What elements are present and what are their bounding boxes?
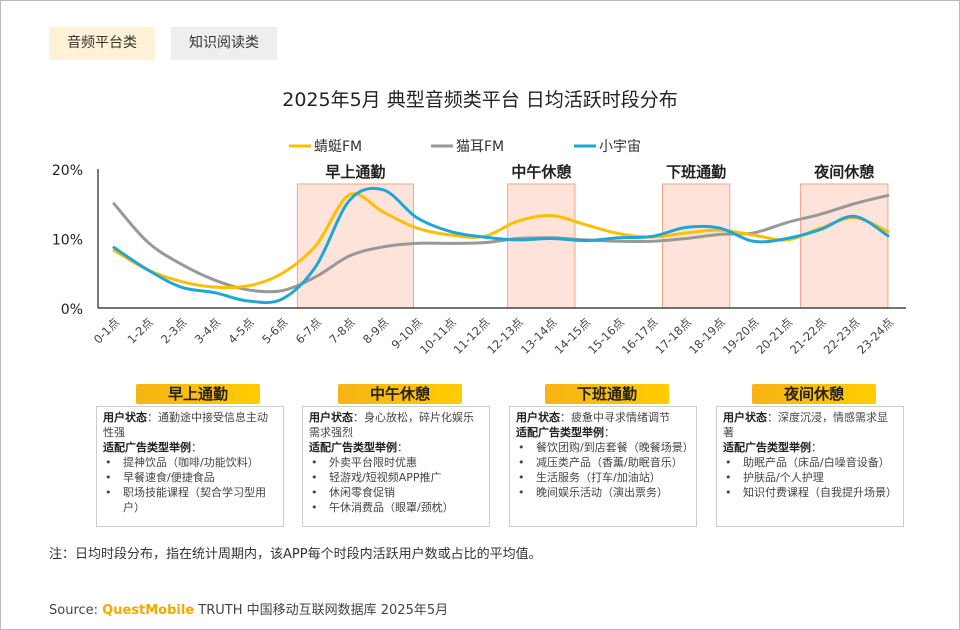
x-tick-label: 18-19点 [686, 315, 728, 357]
scenario-card: 用户状态：深度沉浸，情感需求显著适配广告类型举例：助眠产品（床品/白噪音设备）护… [716, 406, 904, 527]
ads-label: 适配广告类型举例： [723, 441, 822, 454]
ad-type-item: 护肤品/个人护理 [723, 470, 897, 485]
card-title-noon: 中午休憩 [338, 384, 462, 404]
ads-label: 适配广告类型举例： [516, 426, 615, 439]
source-prefix: Source: [49, 603, 99, 618]
x-tick-label: 4-5点 [225, 315, 256, 346]
x-tick-label: 16-17点 [619, 315, 661, 357]
ad-type-item: 减压类产品（香薰/助眠音乐） [516, 455, 690, 470]
card-title-evening: 下班通勤 [545, 384, 669, 404]
ad-type-item: 知识付费课程（自我提升场景） [723, 485, 897, 500]
card-title-night: 夜间休憩 [752, 384, 876, 404]
ad-type-item: 休闲零食促销 [309, 485, 483, 500]
y-tick-label: 20% [52, 163, 83, 179]
x-tick-label: 2-3点 [158, 315, 189, 346]
x-tick-label: 8-9点 [360, 315, 391, 346]
tab-knowledge-reading[interactable]: 知识阅读类 [171, 27, 277, 60]
x-tick-label: 0-1点 [91, 315, 122, 346]
series-line-0 [112, 192, 890, 290]
source-line: Source: QuestMobile TRUTH 中国移动互联网数据库 202… [49, 599, 448, 618]
x-tick-label: 14-15点 [552, 315, 594, 357]
scenario-card: 用户状态：通勤途中接受信息主动性强适配广告类型举例：提神饮品（咖啡/功能饮料）早… [96, 406, 284, 527]
x-tick-label: 10-11点 [417, 315, 459, 357]
highlight-band [661, 183, 731, 309]
card-title-morning: 早上通勤 [136, 384, 260, 404]
x-tick-label: 11-12点 [451, 315, 493, 357]
x-tick-label: 7-8点 [326, 315, 357, 346]
x-tick-label: 23-24点 [854, 315, 896, 357]
ad-type-item: 晚间娱乐活动（演出票务） [516, 485, 690, 500]
highlight-band [507, 183, 576, 309]
tab-audio-platforms[interactable]: 音频平台类 [49, 27, 155, 60]
user-state: 用户状态：通勤途中接受信息主动性强 [103, 411, 268, 439]
band-label: 中午休憩 [511, 163, 571, 181]
x-tick-label: 13-14点 [518, 315, 560, 357]
ads-label: 适配广告类型举例： [309, 441, 408, 454]
x-tick-label: 20-21点 [753, 315, 795, 357]
highlight-band [799, 183, 889, 309]
x-tick-label: 12-13点 [484, 315, 526, 357]
scenario-card: 用户状态：疲惫中寻求情绪调节适配广告类型举例：餐饮团购/到店套餐（晚餐场景）减压… [509, 406, 697, 527]
scenario-card: 用户状态：身心放松，碎片化娱乐需求强烈适配广告类型举例：外卖平台限时优惠轻游戏/… [302, 406, 490, 527]
x-tick-label: 3-4点 [192, 315, 223, 346]
ad-type-item: 餐饮团购/到店套餐（晚餐场景） [516, 440, 694, 455]
band-label: 早上通勤 [325, 163, 385, 181]
chart-title: 2025年5月 典型音频类平台 日均活跃时段分布 [282, 89, 678, 111]
legend-label: 蜻蜓FM [314, 139, 362, 155]
brand-name: QuestMobile [102, 603, 195, 618]
user-state: 用户状态：深度沉浸，情感需求显著 [723, 411, 888, 439]
ad-type-item: 午休消费品（眼罩/颈枕） [309, 500, 483, 515]
x-tick-label: 5-6点 [259, 315, 290, 346]
ads-label: 适配广告类型举例： [103, 441, 202, 454]
ad-type-item: 助眠产品（床品/白噪音设备） [723, 455, 897, 470]
ad-type-item: 外卖平台限时优惠 [309, 455, 483, 470]
legend-label: 猫耳FM [456, 139, 504, 155]
x-tick-label: 19-20点 [720, 315, 762, 357]
series-line-2 [112, 186, 890, 305]
x-tick-label: 1-2点 [124, 315, 155, 346]
ad-type-item: 职场技能课程（契合学习型用户） [103, 485, 277, 515]
x-tick-label: 21-22点 [787, 315, 829, 357]
series-line-1 [112, 193, 890, 294]
line-chart: 早上通勤 中午休憩 下班通勤 夜间休憩 0% 10% 20% 0-1点 1-2点 2-3点 3-4点… [52, 139, 906, 357]
band-label: 夜间休憩 [813, 163, 874, 181]
x-tick-label: 22-23点 [821, 315, 863, 357]
user-state: 用户状态：身心放松，碎片化娱乐需求强烈 [309, 411, 474, 439]
y-tick-label: 10% [52, 233, 83, 249]
x-tick-label: 17-18点 [653, 315, 695, 357]
legend-label: 小宇宙 [599, 139, 641, 155]
ad-type-item: 早餐速食/便捷食品 [103, 470, 277, 485]
ad-type-item: 生活服务（打车/加油站） [516, 470, 690, 485]
ad-type-item: 轻游戏/短视频APP推广 [309, 470, 483, 485]
source-text: TRUTH 中国移动互联网数据库 2025年5月 [194, 603, 449, 618]
y-tick-label: 0% [61, 302, 83, 318]
x-tick-label: 6-7点 [293, 315, 324, 346]
footnote: 注：日均时段分布，指在统计周期内，该APP每个时段内活跃用户数或占比的平均值。 [49, 547, 542, 562]
x-tick-label: 15-16点 [585, 315, 627, 357]
user-state: 用户状态：疲惫中寻求情绪调节 [516, 411, 670, 424]
ad-type-item: 提神饮品（咖啡/功能饮料） [103, 455, 277, 470]
band-label: 下班通勤 [666, 163, 726, 181]
